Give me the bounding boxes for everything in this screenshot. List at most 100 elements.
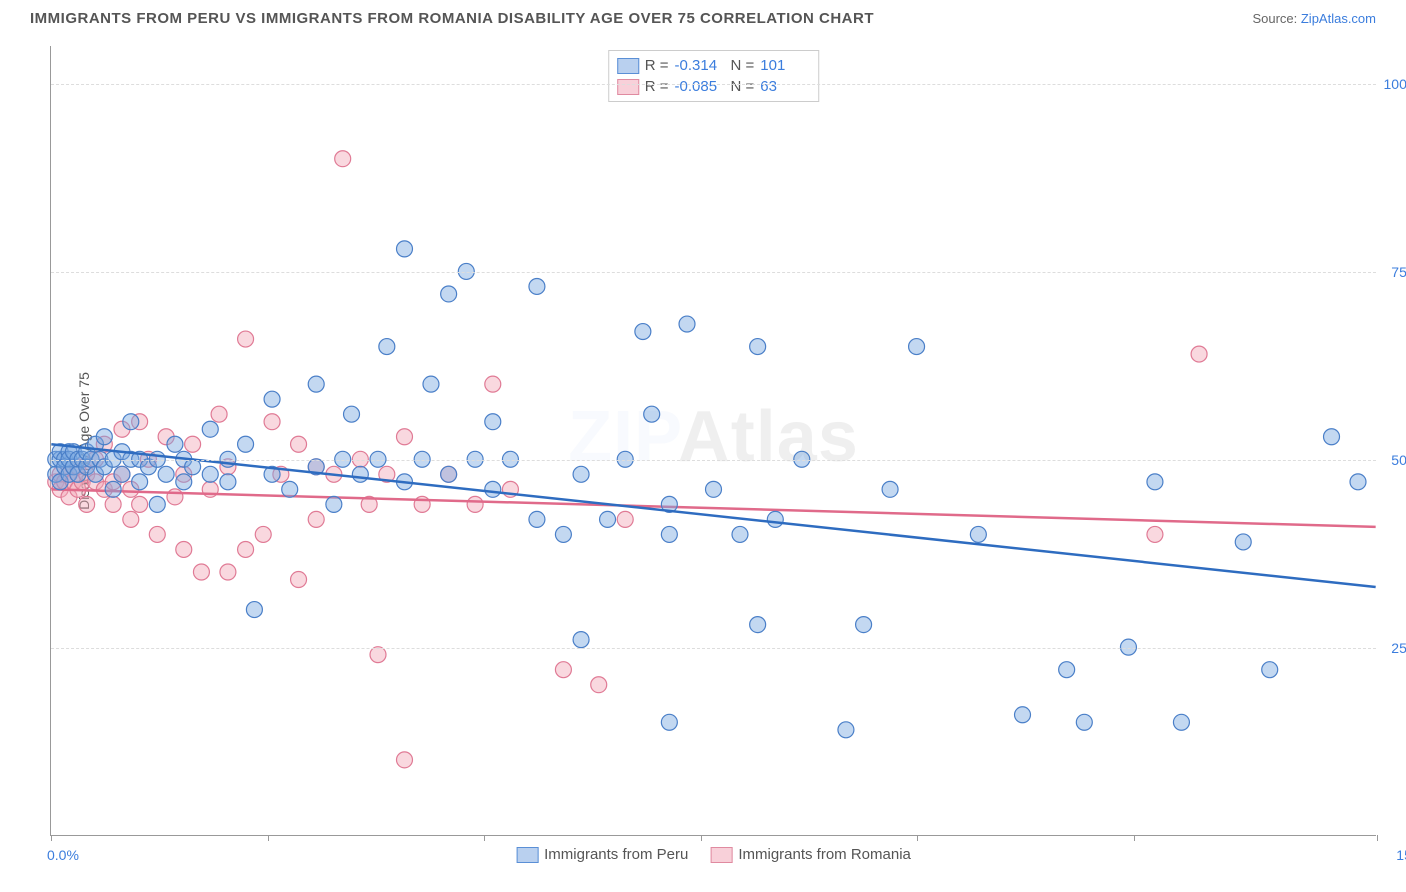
data-point-blue	[529, 278, 545, 294]
data-point-blue	[246, 602, 262, 618]
data-point-pink	[485, 376, 501, 392]
data-point-pink	[397, 752, 413, 768]
data-point-pink	[591, 677, 607, 693]
data-point-blue	[397, 241, 413, 257]
data-point-blue	[1324, 429, 1340, 445]
legend-label-romania: Immigrants from Romania	[738, 846, 911, 863]
data-point-blue	[238, 436, 254, 452]
data-point-blue	[635, 324, 651, 340]
data-point-blue	[352, 466, 368, 482]
data-point-blue	[573, 466, 589, 482]
swatch-peru	[617, 58, 639, 74]
data-point-pink	[335, 151, 351, 167]
legend-swatch-romania	[710, 847, 732, 863]
legend-item-romania: Immigrants from Romania	[710, 846, 911, 863]
data-point-pink	[149, 526, 165, 542]
data-point-blue	[344, 406, 360, 422]
data-point-blue	[132, 474, 148, 490]
gridline-y	[51, 460, 1376, 461]
source-attribution: Source: ZipAtlas.com	[1252, 11, 1376, 26]
data-point-pink	[1147, 526, 1163, 542]
data-point-blue	[1262, 662, 1278, 678]
data-point-pink	[370, 647, 386, 663]
data-point-blue	[220, 474, 236, 490]
data-point-blue	[600, 511, 616, 527]
data-point-blue	[1350, 474, 1366, 490]
data-point-pink	[397, 429, 413, 445]
data-point-blue	[264, 391, 280, 407]
plot-area: ZIPAtlas R = -0.314 N = 101 R = -0.085 N…	[50, 46, 1376, 836]
data-point-blue	[308, 376, 324, 392]
data-point-pink	[264, 414, 280, 430]
scatter-svg	[51, 46, 1376, 835]
data-point-pink	[308, 511, 324, 527]
data-point-blue	[441, 466, 457, 482]
n-label-peru: N =	[731, 57, 755, 74]
data-point-blue	[96, 429, 112, 445]
y-tick-label: 50.0%	[1391, 452, 1406, 468]
data-point-blue	[856, 617, 872, 633]
stats-row-peru: R = -0.314 N = 101	[617, 55, 811, 76]
data-point-blue	[123, 414, 139, 430]
data-point-blue	[1235, 534, 1251, 550]
x-axis-min-label: 0.0%	[47, 847, 79, 863]
data-point-pink	[105, 496, 121, 512]
data-point-blue	[167, 436, 183, 452]
y-tick-label: 100.0%	[1384, 76, 1406, 92]
data-point-blue	[485, 414, 501, 430]
data-point-blue	[882, 481, 898, 497]
data-point-pink	[291, 436, 307, 452]
data-point-pink	[291, 572, 307, 588]
x-tick	[1134, 835, 1135, 841]
data-point-pink	[238, 331, 254, 347]
data-point-pink	[211, 406, 227, 422]
source-link[interactable]: ZipAtlas.com	[1301, 11, 1376, 26]
data-point-blue	[379, 339, 395, 355]
legend-label-peru: Immigrants from Peru	[544, 846, 688, 863]
data-point-pink	[238, 541, 254, 557]
data-point-blue	[1147, 474, 1163, 490]
data-point-blue	[441, 286, 457, 302]
r-value-peru: -0.314	[675, 57, 725, 74]
data-point-pink	[167, 489, 183, 505]
x-tick	[917, 835, 918, 841]
data-point-pink	[123, 511, 139, 527]
chart-title: IMMIGRANTS FROM PERU VS IMMIGRANTS FROM …	[30, 10, 874, 27]
data-point-blue	[114, 466, 130, 482]
data-point-pink	[1191, 346, 1207, 362]
data-point-pink	[193, 564, 209, 580]
data-point-blue	[529, 511, 545, 527]
data-point-blue	[105, 481, 121, 497]
source-prefix: Source:	[1252, 11, 1300, 26]
data-point-blue	[158, 466, 174, 482]
stats-row-romania: R = -0.085 N = 63	[617, 76, 811, 97]
swatch-romania	[617, 79, 639, 95]
data-point-blue	[149, 496, 165, 512]
r-value-romania: -0.085	[675, 78, 725, 95]
data-point-blue	[485, 481, 501, 497]
n-value-peru: 101	[760, 57, 810, 74]
n-label-romania: N =	[731, 78, 755, 95]
x-tick	[268, 835, 269, 841]
data-point-blue	[909, 339, 925, 355]
data-point-pink	[617, 511, 633, 527]
x-tick	[484, 835, 485, 841]
data-point-blue	[679, 316, 695, 332]
bottom-legend: Immigrants from Peru Immigrants from Rom…	[516, 846, 911, 863]
data-point-blue	[202, 421, 218, 437]
data-point-blue	[326, 496, 342, 512]
data-point-blue	[555, 526, 571, 542]
data-point-blue	[1059, 662, 1075, 678]
x-tick	[1377, 835, 1378, 841]
data-point-pink	[255, 526, 271, 542]
data-point-blue	[1076, 714, 1092, 730]
x-tick	[701, 835, 702, 841]
data-point-pink	[79, 496, 95, 512]
gridline-y	[51, 272, 1376, 273]
data-point-blue	[732, 526, 748, 542]
data-point-pink	[555, 662, 571, 678]
y-tick-label: 75.0%	[1391, 264, 1406, 280]
stats-legend: R = -0.314 N = 101 R = -0.085 N = 63	[608, 50, 820, 102]
y-tick-label: 25.0%	[1391, 640, 1406, 656]
data-point-blue	[573, 632, 589, 648]
